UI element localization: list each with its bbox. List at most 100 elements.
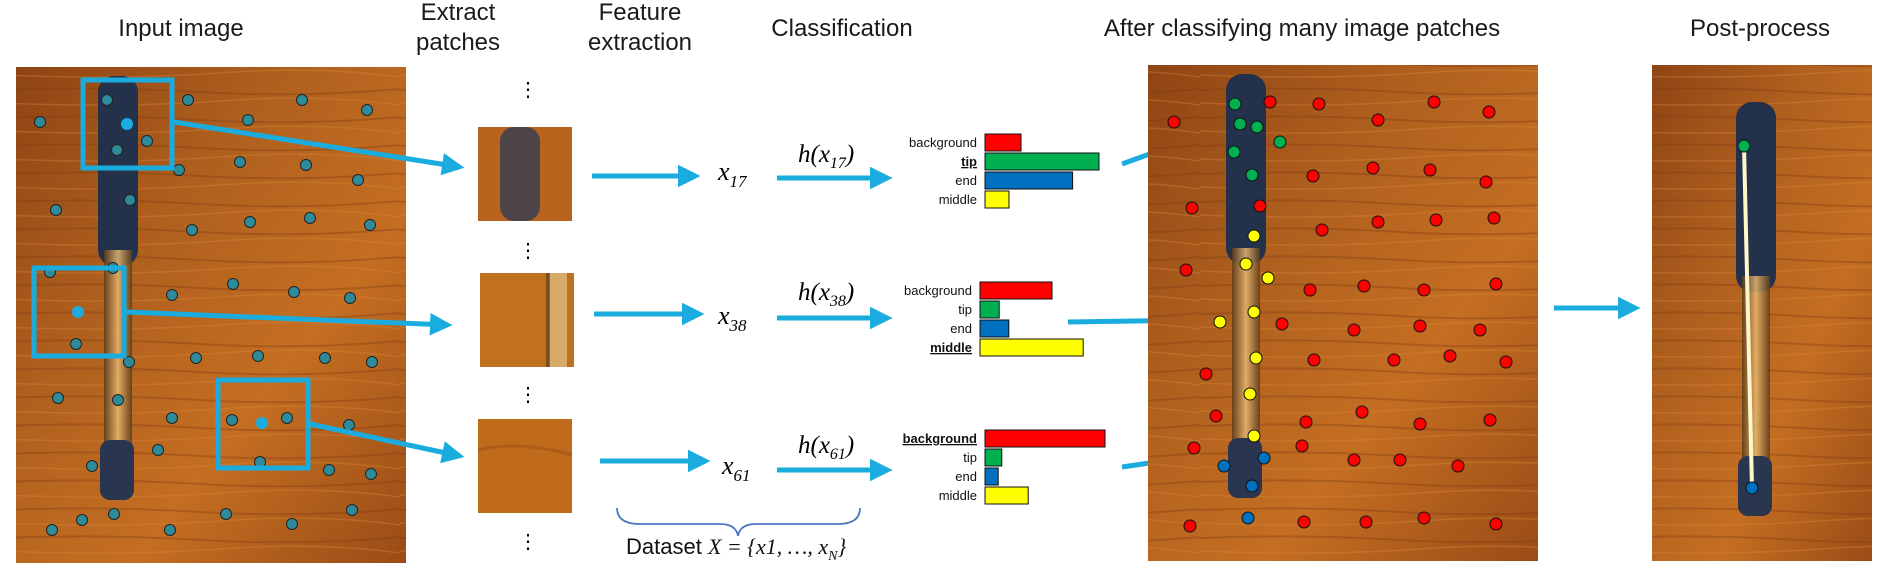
classified-point: [1247, 305, 1261, 319]
classified-point: [1183, 519, 1197, 533]
arrow-patch-2: [125, 309, 453, 336]
sample-point: [50, 204, 62, 216]
classified-point: [1217, 459, 1231, 473]
classified-point: [1499, 355, 1513, 369]
h-label-3: h(x61): [798, 432, 854, 463]
classified-point: [1297, 515, 1311, 529]
header-feature-2: extraction: [588, 29, 692, 56]
sample-point: [173, 164, 185, 176]
sample-point: [244, 216, 256, 228]
header-classification: Classification: [771, 15, 912, 42]
class-label-end: end: [950, 321, 972, 336]
classified-point: [1443, 349, 1457, 363]
sample-point: [70, 338, 82, 350]
arrow-patch-1: [173, 119, 465, 176]
classified-point: [1489, 277, 1503, 291]
classifier-outputs: background tip end middle background tip end mi…: [903, 133, 1106, 505]
sample-point: [344, 292, 356, 304]
classified-point: [1239, 257, 1253, 271]
sample-point: [242, 114, 254, 126]
classified-point: [1417, 511, 1431, 525]
classified-point: [1483, 413, 1497, 427]
sample-point: [227, 278, 239, 290]
score-bar-background: [984, 133, 1022, 152]
patch-box-1: [80, 77, 175, 171]
classified-point: [1243, 387, 1257, 401]
classified-point: [1487, 211, 1501, 225]
classified-point: [1366, 161, 1380, 175]
sample-point: [220, 508, 232, 520]
classified-point: [1209, 409, 1223, 423]
classified-point: [1423, 163, 1437, 177]
extracted-patch-2: [480, 273, 574, 367]
ellipsis-4: ⋮: [518, 531, 538, 553]
classified-point: [1355, 405, 1369, 419]
class-label-middle: middle: [930, 340, 972, 355]
sample-points: [34, 94, 378, 536]
sample-point: [86, 460, 98, 472]
score-bar-tip: [984, 152, 1100, 171]
classified-point: [1387, 353, 1401, 367]
sample-point: [288, 286, 300, 298]
dataset-brace: [616, 507, 861, 537]
classified-point: [1257, 451, 1271, 465]
feature-x17: x17: [717, 157, 748, 191]
sample-point: [361, 104, 373, 116]
sample-point: [141, 135, 153, 147]
sample-point: [366, 356, 378, 368]
arrow-patch-3: [309, 421, 465, 464]
sample-point: [166, 412, 178, 424]
classified-point: [1250, 120, 1264, 134]
classified-point: [1227, 145, 1241, 159]
score-bar-middle: [984, 190, 1010, 209]
classified-point: [1427, 95, 1441, 109]
classified-point: [1263, 95, 1277, 109]
classified-point: [1233, 117, 1247, 131]
classified-point: [1417, 283, 1431, 297]
class-label-background: background: [904, 283, 972, 298]
sample-point: [286, 518, 298, 530]
sample-point: [112, 394, 124, 406]
sample-point: [52, 392, 64, 404]
sample-point: [343, 419, 355, 431]
classified-point: [1273, 135, 1287, 149]
sample-point: [101, 94, 113, 106]
class-label-end: end: [955, 173, 977, 188]
classified-point: [1245, 168, 1259, 182]
extracted-patch-3: [477, 419, 573, 513]
tip-point: [1737, 139, 1751, 153]
dataset-label: Dataset X = {x1, …, xN}: [626, 534, 846, 564]
score-bar-end: [984, 171, 1074, 190]
sample-point: [346, 504, 358, 516]
sample-point: [296, 94, 308, 106]
sample-point: [319, 352, 331, 364]
feature-x38: x38: [717, 301, 747, 335]
classified-point: [1241, 511, 1255, 525]
sample-point: [323, 464, 335, 476]
classified-point: [1357, 279, 1371, 293]
classified-point: [1275, 317, 1289, 331]
classified-point: [1307, 353, 1321, 367]
classifier-chart-3: background tip end middle: [903, 429, 1106, 505]
classified-point: [1393, 453, 1407, 467]
sample-point: [76, 514, 88, 526]
classified-point: [1371, 113, 1385, 127]
class-label-background: background: [903, 431, 977, 446]
classified-point: [1482, 105, 1496, 119]
pen-photo: [98, 76, 138, 500]
classified-point: [1247, 229, 1261, 243]
sample-point: [34, 116, 46, 128]
classified-point: [1299, 415, 1313, 429]
classified-point: [1249, 351, 1263, 365]
classified-point: [1253, 199, 1267, 213]
classified-point: [1247, 429, 1261, 443]
header-input-image: Input image: [118, 15, 243, 42]
sample-point: [281, 412, 293, 424]
classified-point: [1451, 459, 1465, 473]
classified-point: [1371, 215, 1385, 229]
classified-points: [1167, 95, 1513, 533]
classified-point: [1489, 517, 1503, 531]
feature-x61: x61: [721, 451, 751, 485]
